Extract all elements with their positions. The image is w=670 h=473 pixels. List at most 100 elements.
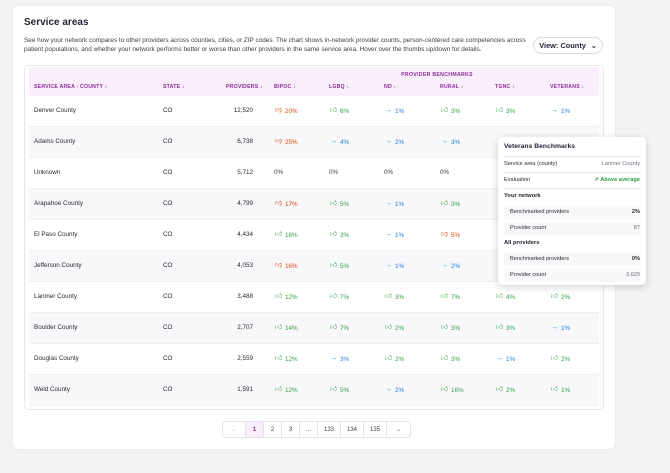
col-header-state[interactable]: STATE ↓ bbox=[163, 84, 185, 90]
benchmark-cell-nd[interactable]: → 2% bbox=[384, 138, 404, 146]
benchmark-value: 12% bbox=[285, 293, 298, 301]
providers-count: 2,559 bbox=[237, 355, 253, 362]
benchmark-cell-lgbq[interactable]: 👍︎ 3% bbox=[329, 231, 349, 239]
page-ellipsis: ... bbox=[300, 422, 318, 437]
benchmark-cell-veterans[interactable]: → 1% bbox=[550, 324, 570, 332]
table-row: El Paso County CO 4,434 👍︎ 18% 👍︎ 3% → 1% 👎︎ 5% bbox=[29, 220, 599, 251]
benchmark-cell-lgbq[interactable]: 👍︎ 5% bbox=[329, 200, 349, 208]
benchmark-cell-nd[interactable]: → 1% bbox=[384, 262, 404, 270]
benchmark-cell-rural[interactable]: 👍︎ 3% bbox=[440, 324, 460, 332]
table-header: PROVIDER BENCHMARKS SERVICE AREA - COUNT… bbox=[29, 67, 599, 96]
benchmark-value: 3% bbox=[340, 231, 350, 239]
benchmark-value: 1% bbox=[561, 107, 571, 115]
benchmark-cell-lgbq[interactable]: 👍︎ 7% bbox=[329, 293, 349, 301]
benchmark-cell-tgnc[interactable]: 👍︎ 2% bbox=[495, 386, 515, 394]
benchmark-cell-bipoc[interactable]: 👎︎ 16% bbox=[274, 262, 298, 270]
page-button-133[interactable]: 133 bbox=[318, 422, 341, 437]
col-header-lgbq[interactable]: LGBQ ↓ bbox=[329, 84, 350, 90]
benchmark-cell-tgnc[interactable]: 👍︎ 3% bbox=[495, 324, 515, 332]
thumbs-up-icon: 👍︎ bbox=[440, 386, 449, 393]
benchmark-cell-rural[interactable]: 👍︎ 3% bbox=[440, 355, 460, 363]
benchmark-cell-veterans[interactable]: → 1% bbox=[550, 107, 570, 115]
col-header-tgnc[interactable]: TGNC ↓ bbox=[495, 84, 515, 90]
benchmark-cell-lgbq[interactable]: 👍︎ 5% bbox=[329, 262, 349, 270]
benchmark-value: 5% bbox=[340, 262, 350, 270]
state-value: CO bbox=[163, 355, 173, 362]
service-area-name: Weld County bbox=[34, 386, 70, 393]
thumbs-up-icon: 👍︎ bbox=[550, 386, 559, 393]
divider bbox=[504, 172, 640, 173]
state-value: CO bbox=[163, 231, 173, 238]
col-header-area[interactable]: SERVICE AREA - COUNTY ↓ bbox=[34, 84, 108, 90]
benchmark-cell-veterans[interactable]: 👍︎ 2% bbox=[550, 293, 570, 301]
arrow-right-icon: → bbox=[551, 107, 558, 114]
benchmark-cell-nd[interactable]: 👍︎ 2% bbox=[384, 355, 404, 363]
view-county-dropdown[interactable]: View: County ⌄ bbox=[533, 37, 603, 54]
page-button-135[interactable]: 135 bbox=[364, 422, 387, 437]
benchmark-cell-rural[interactable]: 👍︎ 3% bbox=[440, 200, 460, 208]
tooltip-all-count: Provider count 3,629 bbox=[510, 272, 640, 278]
arrow-right-icon: → bbox=[385, 231, 392, 238]
benchmark-cell-tgnc[interactable]: 👍︎ 4% bbox=[495, 293, 515, 301]
benchmark-cell-lgbq[interactable]: 👍︎ 6% bbox=[329, 107, 349, 115]
benchmark-cell-rural[interactable]: → 2% bbox=[440, 262, 460, 270]
benchmark-cell-rural[interactable]: 👎︎ 5% bbox=[440, 231, 460, 239]
benchmark-cell-nd[interactable]: → 2% bbox=[384, 386, 404, 394]
benchmark-cell-nd[interactable]: → 1% bbox=[384, 231, 404, 239]
service-area-name: Adams County bbox=[34, 138, 76, 145]
benchmark-cell-bipoc[interactable]: 👍︎ 12% bbox=[274, 386, 298, 394]
benchmark-cell-lgbq[interactable]: 👍︎ 7% bbox=[329, 324, 349, 332]
benchmark-cell-bipoc[interactable]: 👎︎ 25% bbox=[274, 138, 298, 146]
benchmark-value: 3% bbox=[395, 293, 405, 301]
state-value: CO bbox=[163, 386, 173, 393]
benchmark-value: 1% bbox=[561, 386, 571, 394]
benchmark-cell-nd[interactable]: 👍︎ 2% bbox=[384, 324, 404, 332]
tooltip-row-bg bbox=[504, 269, 640, 282]
benchmark-value: 16% bbox=[451, 386, 464, 394]
benchmark-cell-nd[interactable]: → 1% bbox=[384, 107, 404, 115]
provider-benchmarks-header: PROVIDER BENCHMARKS bbox=[401, 72, 473, 78]
divider bbox=[504, 156, 640, 157]
col-header-rural[interactable]: RURAL ↓ bbox=[440, 84, 464, 90]
page-button-3[interactable]: 3 bbox=[282, 422, 300, 437]
arrow-right-icon: → bbox=[330, 355, 337, 362]
benchmark-cell-lgbq[interactable]: → 3% bbox=[329, 355, 349, 363]
benchmark-cell-bipoc[interactable]: 👎︎ 20% bbox=[274, 107, 298, 115]
benchmark-cell-bipoc[interactable]: 👍︎ 14% bbox=[274, 324, 298, 332]
benchmark-value: 1% bbox=[561, 324, 571, 332]
benchmark-cell-rural[interactable]: → 3% bbox=[440, 138, 460, 146]
thumbs-down-icon: 👎︎ bbox=[274, 262, 283, 269]
benchmark-cell-lgbq[interactable]: 👍︎ 5% bbox=[329, 386, 349, 394]
benchmark-cell-veterans[interactable]: 👍︎ 1% bbox=[550, 386, 570, 394]
prev-page-button[interactable]: ← bbox=[223, 422, 246, 437]
page-button-134[interactable]: 134 bbox=[341, 422, 364, 437]
thumbs-up-icon: 👍︎ bbox=[440, 293, 449, 300]
col-header-nd[interactable]: ND ↓ bbox=[384, 84, 397, 90]
thumbs-up-icon: 👍︎ bbox=[384, 324, 393, 331]
benchmark-cell-lgbq[interactable]: → 4% bbox=[329, 138, 349, 146]
next-page-button[interactable]: → bbox=[395, 426, 402, 433]
benchmark-value: 3% bbox=[506, 324, 516, 332]
benchmark-cell-bipoc[interactable]: 👍︎ 18% bbox=[274, 231, 298, 239]
benchmark-cell-bipoc[interactable]: 👎︎ 17% bbox=[274, 200, 298, 208]
benchmark-cell-bipoc[interactable]: 👍︎ 12% bbox=[274, 355, 298, 363]
benchmark-cell-nd[interactable]: 👍︎ 3% bbox=[384, 293, 404, 301]
col-header-bipoc[interactable]: BIPOC ↓ bbox=[274, 84, 296, 90]
page-button-1[interactable]: 1 bbox=[246, 422, 264, 437]
benchmark-cell-tgnc[interactable]: 👍︎ 3% bbox=[495, 107, 515, 115]
state-value: CO bbox=[163, 138, 173, 145]
benchmark-value: 5% bbox=[451, 231, 461, 239]
benchmark-cell-tgnc[interactable]: → 1% bbox=[495, 355, 515, 363]
benchmark-value: 3% bbox=[451, 138, 461, 146]
benchmark-value: 5% bbox=[340, 200, 350, 208]
page-button-2[interactable]: 2 bbox=[264, 422, 282, 437]
benchmark-cell-rural[interactable]: 👍︎ 7% bbox=[440, 293, 460, 301]
benchmark-cell-rural[interactable]: 👍︎ 3% bbox=[440, 107, 460, 115]
benchmark-cell-rural[interactable]: 👍︎ 16% bbox=[440, 386, 464, 394]
col-header-providers[interactable]: PROVIDERS ↓ bbox=[226, 84, 263, 90]
thumbs-up-icon: 👍︎ bbox=[329, 231, 338, 238]
benchmark-cell-bipoc[interactable]: 👍︎ 12% bbox=[274, 293, 298, 301]
col-header-veterans[interactable]: VETERANS ↓ bbox=[550, 84, 585, 90]
benchmark-cell-nd[interactable]: → 1% bbox=[384, 200, 404, 208]
benchmark-cell-veterans[interactable]: 👍︎ 2% bbox=[550, 355, 570, 363]
